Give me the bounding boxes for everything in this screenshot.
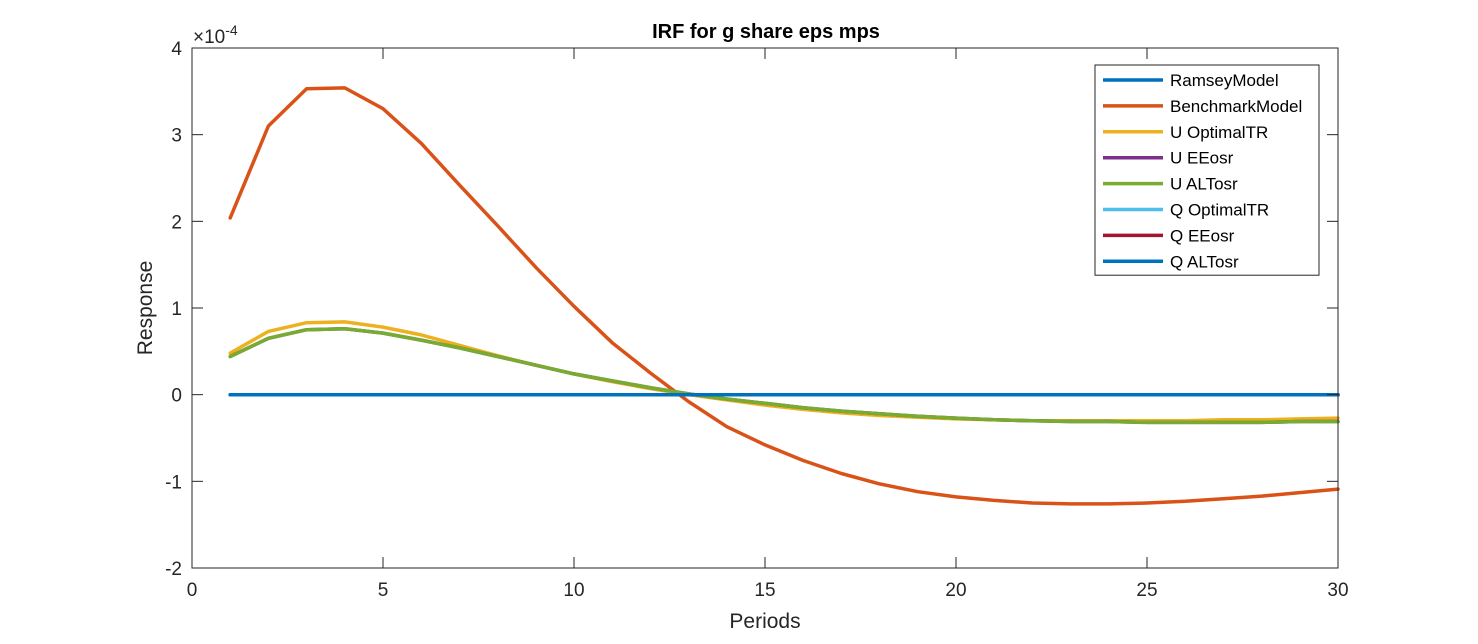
legend-box	[1094, 64, 1320, 276]
x-tick-label: 15	[754, 580, 775, 601]
y-tick-label: 2	[171, 212, 182, 233]
x-tick-label: 5	[378, 580, 389, 601]
x-axis-title: Periods	[729, 610, 800, 633]
axes-layer: 0 5 10 15 20 25 30 -2 -1 0 1 2 3 4	[165, 39, 1348, 601]
y-axis-title: Response	[134, 261, 157, 356]
series-layer	[228, 86, 1340, 506]
x-tick-label: 0	[187, 580, 198, 601]
series-line-4	[228, 327, 1340, 425]
chart-title: IRF for g share eps mps	[652, 21, 880, 43]
legend-label-7: Q ALTosr	[1170, 252, 1239, 271]
y-tick-label: -2	[165, 559, 182, 580]
y-scale-label: ×10-4	[193, 22, 238, 48]
y-tick-label: -1	[165, 472, 182, 493]
x-tick-label: 25	[1136, 580, 1157, 601]
legend-label-5: Q OptimalTR	[1170, 201, 1269, 220]
legend-label-6: Q EEosr	[1170, 226, 1235, 245]
y-tick-label: 3	[171, 126, 182, 147]
legend-label-4: U ALTosr	[1170, 175, 1238, 194]
y-scale-base: ×10	[193, 27, 225, 48]
x-tick-label: 10	[563, 580, 584, 601]
legend-label-3: U EEosr	[1170, 149, 1234, 168]
series-line-1	[228, 86, 1340, 506]
legend-label-1: BenchmarkModel	[1170, 97, 1302, 116]
legend[interactable]: RamseyModel BenchmarkModel U OptimalTR U EE…	[1094, 64, 1320, 276]
legend-label-0: RamseyModel	[1170, 71, 1279, 90]
y-tick-label: 0	[171, 386, 182, 407]
x-tick-label: 20	[945, 580, 966, 601]
x-tick-label: 30	[1327, 580, 1348, 601]
y-scale-exponent: -4	[225, 22, 238, 38]
y-tick-label: 1	[171, 299, 182, 320]
y-tick-label: 4	[171, 39, 182, 60]
legend-label-2: U OptimalTR	[1170, 123, 1268, 142]
